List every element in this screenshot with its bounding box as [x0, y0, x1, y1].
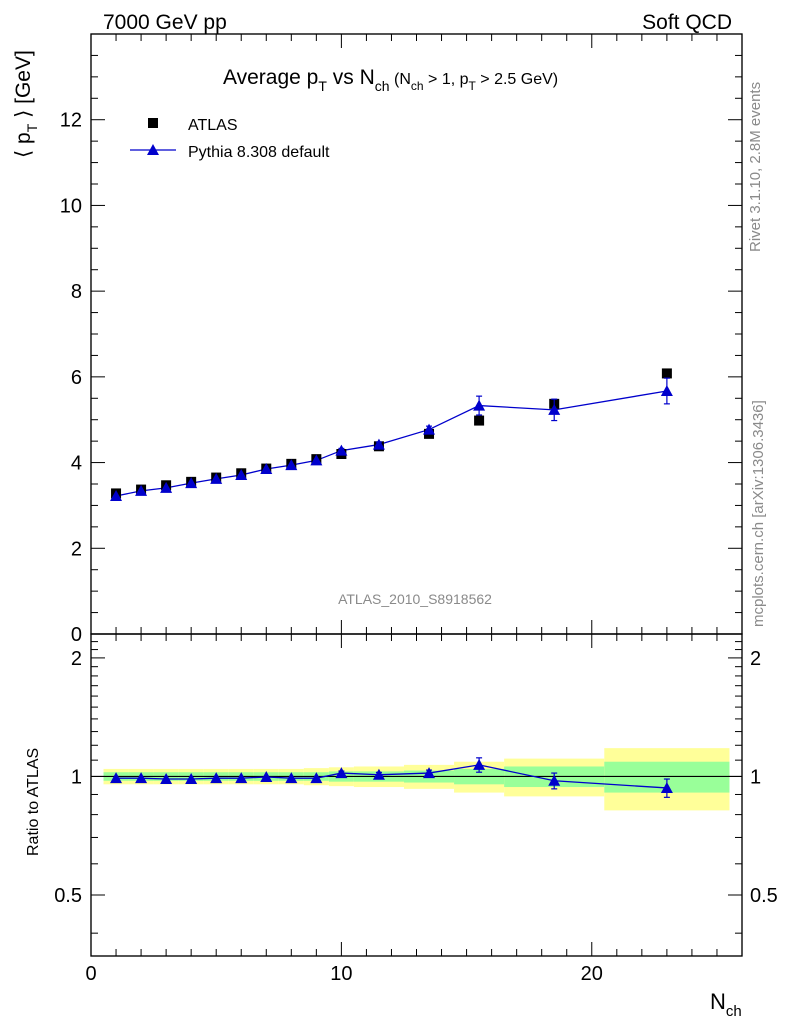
pythia-point: [285, 459, 298, 471]
pythia-point: [548, 403, 561, 415]
ratio-y-tick-label-right: 0.5: [750, 885, 778, 907]
y-tick-label: 0: [71, 624, 82, 646]
y-tick-label: 2: [71, 538, 82, 560]
ratio-point: [310, 772, 323, 784]
pythia-point: [660, 385, 673, 396]
y-axis-label: ⟨ pT ⟩ [GeV]: [12, 50, 40, 158]
legend-marker-atlas: [148, 118, 158, 128]
legend: ATLAS Pythia 8.308 default: [130, 117, 330, 161]
ratio-y-tick-label: 0.5: [54, 885, 82, 907]
ratio-point: [210, 772, 223, 784]
ratio-y-tick-label: 2: [71, 648, 82, 670]
ratio-panel-border: [90, 633, 743, 957]
legend-marker-pythia: [147, 144, 159, 155]
ratio-point: [372, 768, 385, 780]
x-tick-label: 10: [330, 963, 352, 985]
ratio-point: [235, 772, 248, 784]
ratio-y-tick-label-right: 2: [750, 648, 761, 670]
ratio-marks: [110, 757, 673, 798]
legend-label-pythia: Pythia 8.308 default: [188, 144, 330, 161]
atlas-point: [661, 368, 672, 379]
pythia-point: [310, 454, 323, 466]
pythia-point: [210, 472, 223, 484]
ratio-point: [110, 772, 123, 784]
ratio-y-tick-label: 1: [71, 766, 82, 788]
x-tick-label: 0: [85, 963, 96, 985]
pythia-point: [423, 423, 436, 435]
side-label-mcplots: mcplots.cern.ch [arXiv:1306.3436]: [750, 400, 767, 627]
pythia-point: [335, 444, 348, 456]
header-left: 7000 GeV pp: [103, 11, 227, 34]
atlas-point: [474, 415, 485, 426]
legend-label-atlas: ATLAS: [188, 117, 238, 134]
ratio-point: [335, 767, 348, 779]
analysis-watermark: ATLAS_2010_S8918562: [338, 591, 492, 607]
pythia-line: [115, 390, 667, 497]
y-tick-label: 8: [71, 281, 82, 303]
pythia-point: [160, 481, 173, 493]
x-axis-label: Nch: [710, 989, 742, 1020]
chart-title: Average pT vs Nch (Nch > 1, pT > 2.5 GeV…: [223, 66, 558, 94]
ratio-y-axis-label: Ratio to ATLAS: [25, 748, 42, 856]
main-marks: [110, 368, 673, 501]
ratio-point: [160, 773, 173, 785]
ratio-point: [473, 758, 486, 770]
pythia-point: [235, 469, 248, 480]
ratio-point: [423, 767, 436, 779]
ratio-point: [285, 772, 298, 784]
pythia-point: [185, 477, 198, 489]
pythia-point: [473, 399, 486, 411]
pythia-point: [372, 438, 385, 450]
y-tick-label: 6: [71, 367, 82, 389]
pythia-point: [135, 484, 148, 496]
pythia-point: [260, 463, 273, 474]
side-label-rivet: Rivet 3.1.10, 2.8M events: [747, 82, 764, 252]
main-axes: 0 2 4 6 8 10 12: [60, 33, 743, 646]
y-tick-label: 4: [71, 453, 82, 475]
ratio-point: [135, 772, 148, 784]
pythia-point: [110, 490, 123, 501]
ratio-point: [260, 770, 273, 782]
y-tick-label: 12: [60, 110, 82, 132]
ratio-y-tick-label-right: 1: [750, 766, 761, 788]
ratio-point: [660, 781, 673, 793]
header-right: Soft QCD: [642, 11, 732, 34]
x-tick-label: 20: [581, 963, 603, 985]
ratio-point: [185, 773, 198, 785]
y-tick-label: 10: [60, 195, 82, 217]
ratio-point: [548, 774, 561, 786]
